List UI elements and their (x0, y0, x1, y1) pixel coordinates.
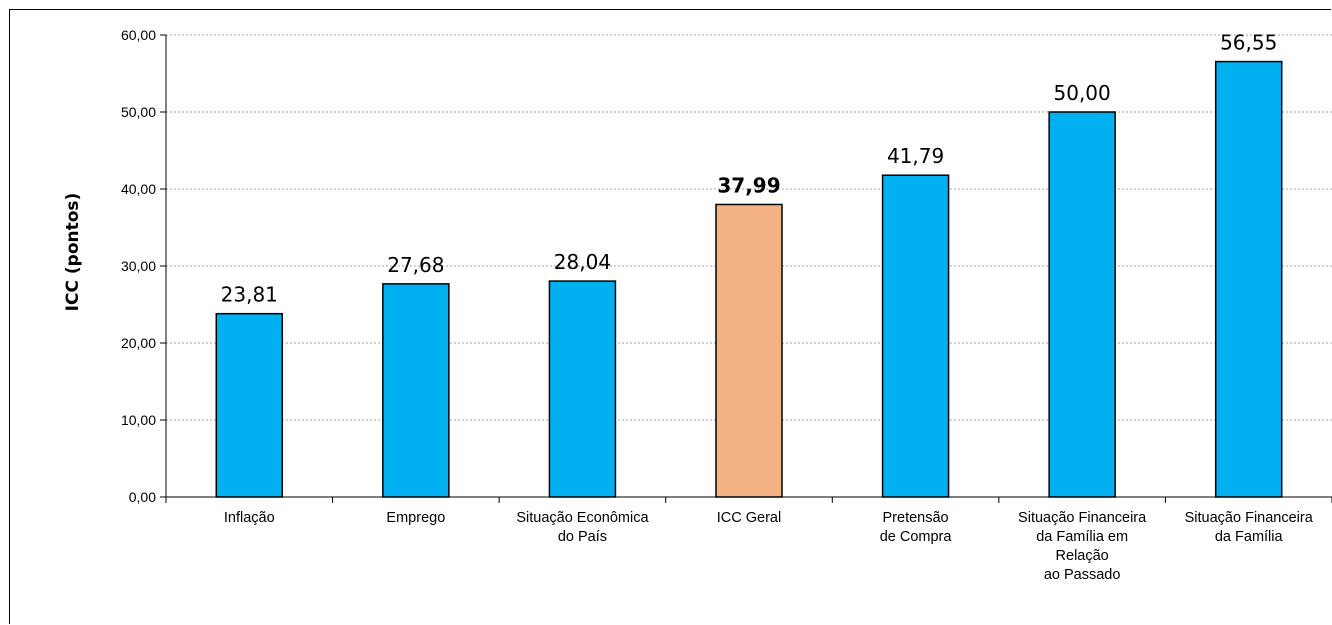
category-label-line: Inflação (224, 510, 275, 526)
bar (881, 174, 950, 498)
category-label-line: do País (558, 529, 607, 545)
category-label-line: da Família em (1036, 529, 1128, 545)
value-label: 23,81 (221, 283, 278, 307)
y-tick-label: 40,00 (121, 181, 156, 197)
category-label-line: de Compra (880, 529, 953, 545)
value-labels: 23,81 27,68 28,04 37,99 41,79 50,00 56,55 (221, 31, 1278, 307)
bar (215, 312, 284, 498)
y-tick-label: 0,00 (129, 489, 156, 505)
y-tick-label: 10,00 (121, 412, 156, 428)
category-label: Emprego (386, 510, 445, 526)
y-axis-label: ICC (pontos) (63, 193, 83, 312)
category-label-line: Relação (1056, 548, 1109, 564)
category-labels: Inflação Emprego Situação Econômica do País… (224, 510, 1314, 583)
value-label: 28,04 (554, 250, 611, 274)
category-label: Situação Financeira da Família em Relação a… (1018, 510, 1147, 583)
category-label-line: ao Passado (1044, 567, 1121, 583)
y-tick-labels: 0,00 10,00 20,00 30,00 40,00 50,00 60,00 (121, 27, 156, 505)
y-tick-label: 50,00 (121, 104, 156, 120)
value-label: 41,79 (887, 144, 944, 168)
value-label: 50,00 (1054, 81, 1111, 105)
category-label-line: Situação Financeira (1185, 510, 1314, 526)
bar (1048, 111, 1116, 498)
bar-chart: 0,00 10,00 20,00 30,00 40,00 50,00 60,00 Infla… (63, 27, 1332, 583)
category-label-line: Emprego (386, 510, 445, 526)
category-label-line: da Família (1215, 529, 1284, 545)
axes (160, 34, 1332, 503)
bar (1214, 60, 1283, 498)
bars (215, 60, 1283, 498)
category-label-line: Situação Financeira (1018, 510, 1147, 526)
value-label: 27,68 (387, 253, 444, 277)
y-tick-label: 20,00 (121, 335, 156, 351)
value-label: 56,55 (1220, 31, 1277, 55)
category-label: Situação Financeira da Família (1185, 510, 1314, 545)
bar (548, 280, 617, 498)
y-tick-label: 60,00 (121, 27, 156, 43)
chart-container: 0,00 10,00 20,00 30,00 40,00 50,00 60,00 Infla… (9, 9, 1332, 624)
y-tick-label: 30,00 (121, 258, 156, 274)
category-label-line: Situação Econômica (516, 510, 649, 526)
value-label: 37,99 (717, 173, 780, 197)
category-label: Inflação (224, 510, 275, 526)
bar (382, 283, 450, 498)
category-label-line: ICC Geral (717, 510, 781, 526)
category-label-line: Pretensão (883, 510, 949, 526)
category-label: ICC Geral (717, 510, 781, 526)
bar (715, 203, 783, 498)
category-label: Pretensão de Compra (880, 510, 953, 545)
category-label: Situação Econômica do País (516, 510, 649, 545)
